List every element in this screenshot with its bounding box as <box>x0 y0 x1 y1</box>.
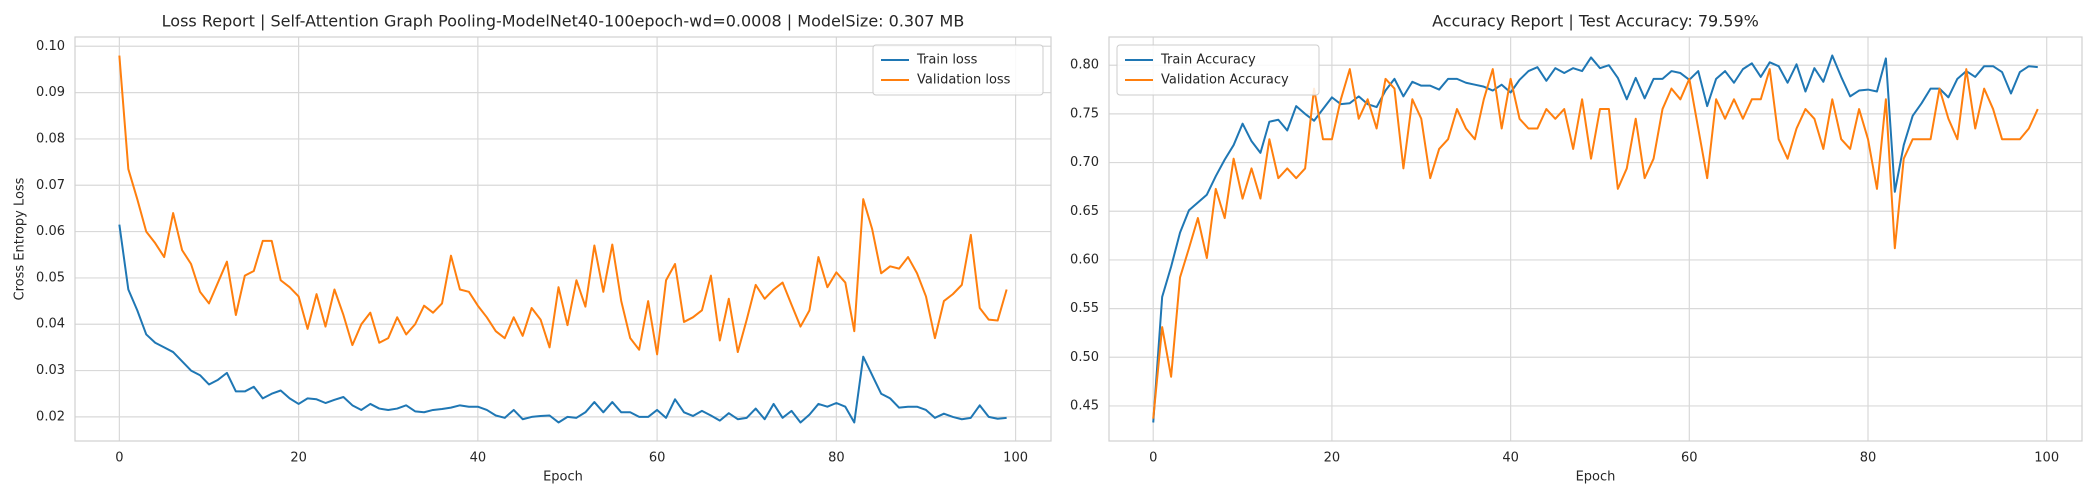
x-tick-label: 20 <box>290 451 307 466</box>
legend: Train Accuracy Validation Accuracy <box>1116 44 1320 96</box>
x-axis-label: Epoch <box>543 470 583 485</box>
plot-area <box>1109 37 2082 441</box>
legend-box <box>1116 44 1320 96</box>
legend-label: Train Accuracy <box>1160 53 1256 68</box>
chart-title: Accuracy Report | Test Accuracy: 79.59% <box>1432 12 1759 31</box>
series-line <box>1152 54 2038 423</box>
y-tick-label: 0.65 <box>1070 204 1099 219</box>
legend-label: Validation Accuracy <box>1161 73 1289 88</box>
x-tick-label: 0 <box>115 451 123 466</box>
x-tick-label: 20 <box>1324 451 1341 466</box>
x-tick-label: 0 <box>1149 451 1157 466</box>
x-tick-label: 80 <box>828 451 845 466</box>
y-tick-label: 0.06 <box>36 224 65 239</box>
series-line <box>1152 68 2039 419</box>
x-tick-label: 40 <box>470 451 487 466</box>
series-line <box>118 55 1008 356</box>
x-tick-label: 60 <box>649 451 666 466</box>
y-tick-label: 0.05 <box>36 270 65 285</box>
x-tick-label: 80 <box>1860 451 1877 466</box>
y-tick-label: 0.75 <box>1070 106 1099 121</box>
y-tick-label: 0.04 <box>36 317 65 332</box>
x-tick-label: 40 <box>1502 451 1519 466</box>
legend-box <box>872 44 1044 96</box>
plot-area <box>75 37 1051 441</box>
legend-label: Validation loss <box>917 73 1011 88</box>
series-line <box>118 224 1007 424</box>
y-tick-label: 0.80 <box>1070 58 1099 73</box>
y-tick-label: 0.02 <box>36 409 65 424</box>
y-axis-label: Cross Entropy Loss <box>13 177 28 300</box>
x-tick-label: 100 <box>2034 451 2059 466</box>
y-tick-label: 0.08 <box>36 131 65 146</box>
x-axis-label: Epoch <box>1576 470 1616 485</box>
x-tick-label: 60 <box>1681 451 1698 466</box>
y-tick-label: 0.45 <box>1070 398 1099 413</box>
y-tick-label: 0.09 <box>36 85 65 100</box>
chart-title: Loss Report | Self-Attention Graph Pooli… <box>162 12 965 31</box>
legend: Train loss Validation loss <box>872 44 1044 96</box>
y-tick-label: 0.07 <box>36 178 65 193</box>
x-tick-label: 100 <box>1003 451 1028 466</box>
y-tick-label: 0.03 <box>36 363 65 378</box>
y-tick-label: 0.70 <box>1070 155 1099 170</box>
legend-label: Train loss <box>916 53 978 68</box>
y-tick-label: 0.60 <box>1070 252 1099 267</box>
axes-frame <box>74 36 1052 442</box>
axes-frame <box>1108 36 2083 442</box>
y-tick-label: 0.50 <box>1070 350 1099 365</box>
y-tick-label: 0.10 <box>36 39 65 54</box>
y-tick-label: 0.55 <box>1070 301 1099 316</box>
